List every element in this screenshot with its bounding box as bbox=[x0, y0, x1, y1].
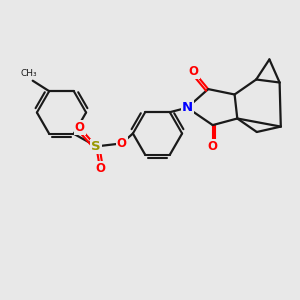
Text: O: O bbox=[95, 161, 105, 175]
Text: O: O bbox=[208, 140, 218, 153]
Text: O: O bbox=[75, 121, 85, 134]
Text: O: O bbox=[189, 65, 199, 78]
Text: O: O bbox=[117, 137, 127, 150]
Text: CH₃: CH₃ bbox=[21, 69, 38, 78]
Text: N: N bbox=[182, 101, 193, 114]
Text: S: S bbox=[92, 140, 101, 153]
